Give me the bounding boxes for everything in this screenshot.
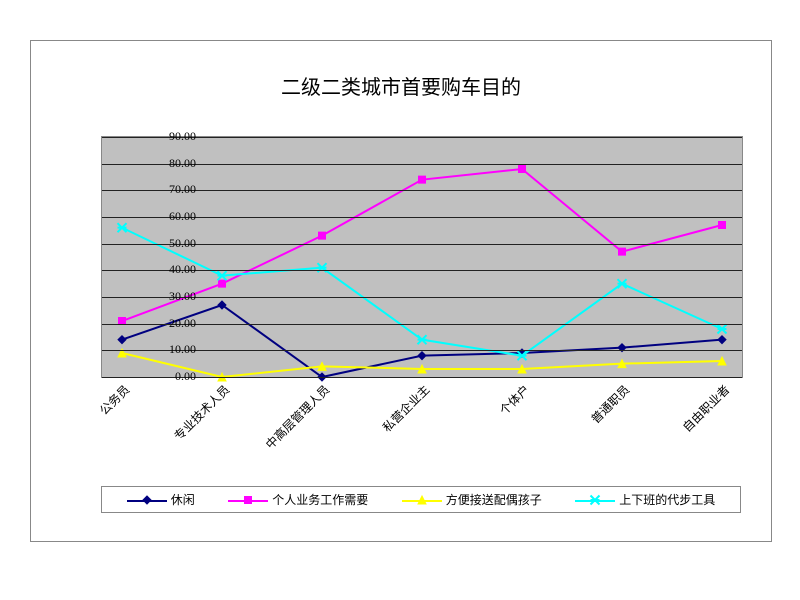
series-line [122, 228, 722, 356]
legend: 休闲 个人业务工作需要 方便接送配偶孩子 上下班的代步工具 [101, 486, 741, 513]
series-marker [118, 223, 127, 232]
x-axis-category-label: 专业技术人员 [150, 381, 233, 464]
y-axis-tick-label: 30.00 [136, 289, 196, 304]
x-axis-category-label: 自由职业者 [650, 381, 733, 464]
series-marker [618, 279, 627, 288]
plot-area [101, 136, 743, 378]
legend-label: 方便接送配偶孩子 [446, 491, 542, 508]
series-marker [219, 280, 226, 287]
legend-label: 休闲 [171, 491, 195, 508]
x-axis-category-label: 私营企业主 [350, 381, 433, 464]
series-marker [719, 222, 726, 229]
y-axis-tick-label: 0.00 [136, 369, 196, 384]
legend-sample [228, 493, 268, 507]
y-axis-tick-label: 70.00 [136, 182, 196, 197]
legend-sample [127, 493, 167, 507]
series-marker [419, 176, 426, 183]
series-line [122, 169, 722, 321]
chart-container: Jinchutou.com 二级二类城市首要购车目的 0.0010.0020.0… [30, 40, 772, 542]
gridline [102, 190, 742, 191]
y-axis-tick-label: 50.00 [136, 236, 196, 251]
y-axis-tick-label: 90.00 [136, 129, 196, 144]
series-marker [718, 325, 727, 334]
legend-sample [575, 493, 615, 507]
gridline [102, 297, 742, 298]
gridline [102, 377, 742, 378]
y-axis-tick-label: 40.00 [136, 262, 196, 277]
series-marker [619, 248, 626, 255]
y-axis-tick-label: 80.00 [136, 156, 196, 171]
series-marker [218, 271, 227, 280]
x-axis-category-label: 个体户 [450, 381, 533, 464]
series-marker [319, 232, 326, 239]
series-marker [418, 335, 427, 344]
y-axis-tick-label: 10.00 [136, 342, 196, 357]
legend-item: 休闲 [127, 491, 195, 508]
chart-lines-svg [102, 137, 742, 377]
chart-title: 二级二类城市首要购车目的 [31, 71, 771, 100]
gridline [102, 164, 742, 165]
gridline [102, 244, 742, 245]
legend-item: 方便接送配偶孩子 [402, 491, 542, 508]
series-marker [519, 166, 526, 173]
series-marker [418, 352, 426, 360]
x-axis-category-label: 公务员 [50, 381, 133, 464]
x-axis-category-label: 普通职员 [550, 381, 633, 464]
page: Jinchutou.com 二级二类城市首要购车目的 0.0010.0020.0… [0, 0, 800, 600]
legend-label: 个人业务工作需要 [272, 491, 368, 508]
legend-sample [402, 493, 442, 507]
gridline [102, 350, 742, 351]
legend-label: 上下班的代步工具 [619, 491, 715, 508]
gridline [102, 324, 742, 325]
gridline [102, 270, 742, 271]
legend-item: 个人业务工作需要 [228, 491, 368, 508]
gridline [102, 137, 742, 138]
x-axis-category-label: 中高层管理人员 [250, 381, 333, 464]
y-axis-tick-label: 60.00 [136, 209, 196, 224]
gridline [102, 217, 742, 218]
legend-item: 上下班的代步工具 [575, 491, 715, 508]
y-axis-tick-label: 20.00 [136, 316, 196, 331]
series-marker [118, 336, 126, 344]
series-marker [718, 336, 726, 344]
